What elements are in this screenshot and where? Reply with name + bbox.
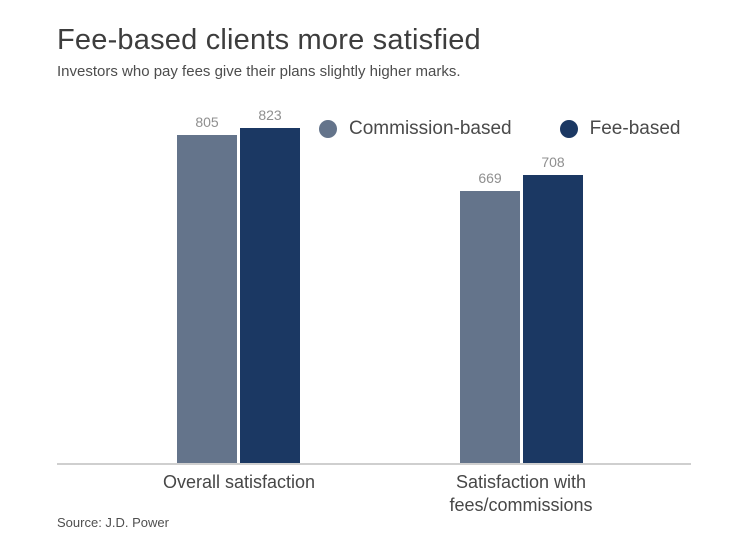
- legend-label: Fee-based: [589, 118, 681, 139]
- legend-marker-fee-icon: [559, 120, 578, 138]
- bar-wrap-fee-based: 708: [523, 154, 583, 465]
- x-axis-line: [57, 463, 691, 465]
- bar-value-label: 805: [195, 114, 219, 130]
- bar-commission-based: [177, 135, 237, 465]
- chart-title: Fee-based clients more satisfied: [57, 24, 481, 56]
- legend-item-fee-based: Fee-based: [559, 118, 681, 140]
- bar-wrap-commission-based: 805: [177, 114, 237, 465]
- bar-value-label: 708: [541, 154, 565, 170]
- bar-group-satisfaction-with-fees: 669 708: [460, 154, 583, 465]
- category-label-overall-satisfaction: Overall satisfaction: [162, 472, 316, 492]
- bar-commission-based: [460, 191, 520, 465]
- category-label-satisfaction-with-fees: Satisfaction with fees/commissions: [449, 472, 593, 515]
- legend: Commission-based Fee-based: [319, 118, 680, 140]
- legend-marker-commission-icon: [319, 120, 337, 138]
- bar-group-overall-satisfaction: 805 823: [177, 107, 300, 465]
- bar-fee-based: [523, 175, 583, 465]
- source-attribution: Source: J.D. Power: [57, 515, 169, 530]
- legend-label: Commission-based: [349, 118, 512, 139]
- legend-item-commission-based: Commission-based: [319, 118, 512, 140]
- bar-value-label: 823: [258, 107, 282, 123]
- bar-value-label: 669: [478, 170, 502, 186]
- bar-fee-based: [240, 128, 300, 465]
- bar-wrap-commission-based: 669: [460, 170, 520, 465]
- chart-subtitle: Investors who pay fees give their plans …: [57, 63, 461, 80]
- bar-wrap-fee-based: 823: [240, 107, 300, 465]
- plot-area: Commission-based Fee-based 805 823 669 708: [57, 107, 691, 465]
